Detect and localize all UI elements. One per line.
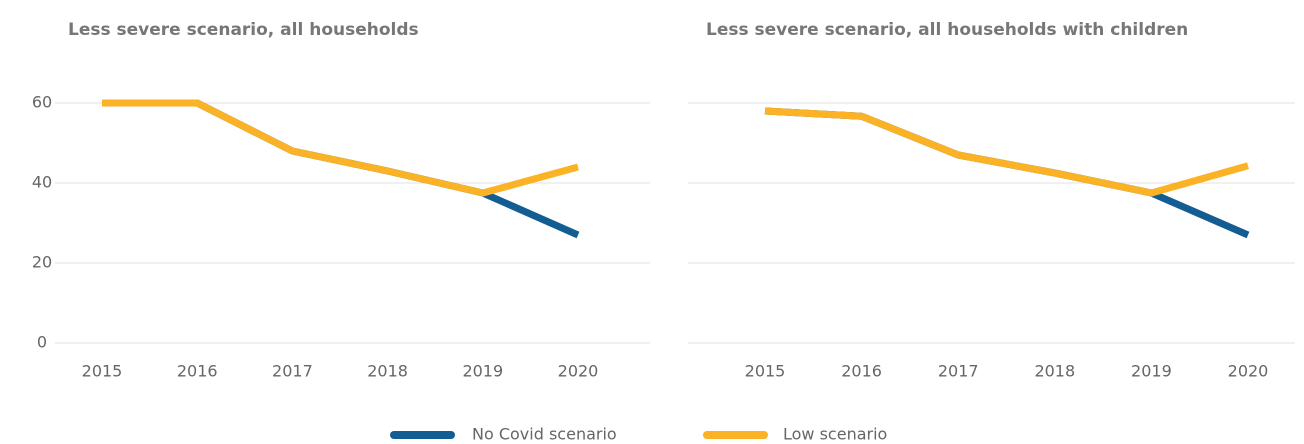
- y-tick-label: 0: [37, 333, 47, 352]
- x-tick-label: 2017: [938, 362, 979, 381]
- x-tick-label: 2018: [1034, 362, 1075, 381]
- x-tick-label: 2020: [1228, 362, 1269, 381]
- legend-label: Low scenario: [783, 425, 887, 444]
- x-tick-label: 2016: [177, 362, 218, 381]
- x-tick-label: 2019: [1131, 362, 1172, 381]
- x-tick-label: 2015: [745, 362, 786, 381]
- y-tick-label: 40: [32, 173, 52, 192]
- series-line: [764, 107, 1249, 197]
- x-tick-label: 2015: [82, 362, 123, 381]
- legend-label: No Covid scenario: [472, 425, 617, 444]
- y-tick-label: 60: [32, 93, 52, 112]
- x-tick-label: 2017: [272, 362, 313, 381]
- chart-title: Less severe scenario, all households wit…: [706, 20, 1188, 40]
- x-tick-label: 2020: [558, 362, 599, 381]
- series-line: [102, 99, 580, 239]
- series-line: [764, 107, 1250, 239]
- x-tick-label: 2019: [462, 362, 503, 381]
- series-line: [102, 99, 579, 197]
- x-tick-label: 2018: [367, 362, 408, 381]
- chart-title: Less severe scenario, all households: [68, 20, 419, 40]
- y-tick-label: 20: [32, 253, 52, 272]
- x-tick-label: 2016: [841, 362, 882, 381]
